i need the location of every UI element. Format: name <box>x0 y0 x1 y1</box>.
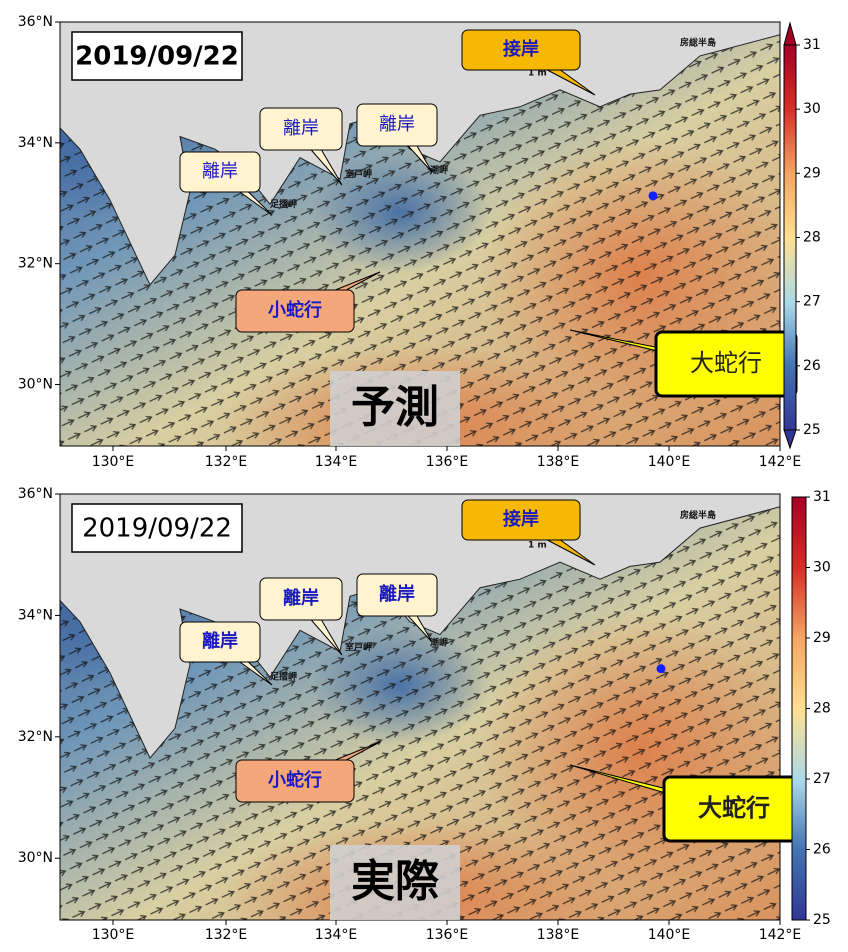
colorbar-extend <box>783 429 797 450</box>
x-tick-label: 132°E <box>205 454 248 470</box>
colorbar-tick-label: 26 <box>803 358 821 374</box>
map-panel: 足摺岬 室戸岬 潮岬 房総半島 1 m 36°N 34°N 32°N 30°N 130°E 132°… <box>18 486 831 943</box>
place-name: 足摺岬 <box>270 671 297 683</box>
callout-text: 小蛇行 <box>268 299 322 321</box>
colorbar-tick-label: 28 <box>813 701 831 717</box>
callout-text: 離岸 <box>379 114 415 135</box>
y-tick-label: 32°N <box>18 729 53 745</box>
colorbar-tick-label: 27 <box>803 294 821 310</box>
callout-box <box>179 151 261 193</box>
x-tick-label: 130°E <box>92 927 135 943</box>
date-box <box>71 503 243 553</box>
y-tick-label: 32°N <box>18 256 53 272</box>
place-name: 室戸岬 <box>345 641 372 653</box>
panel-label-box <box>330 845 460 920</box>
station-dot <box>648 191 658 201</box>
callout-box <box>356 573 438 617</box>
map-panel: 足摺岬 室戸岬 潮岬 房総半島 1 m 36°N 34°N 32°N 30°N 130°E 132°… <box>18 14 821 470</box>
place-name: 潮岬 <box>430 164 448 176</box>
x-tick-label: 130°E <box>92 454 135 470</box>
x-tick-label: 134°E <box>315 454 358 470</box>
callout-text: 離岸 <box>283 587 319 609</box>
land <box>60 22 780 286</box>
callout-text: 離岸 <box>379 583 415 605</box>
colorbar-tick-label: 26 <box>813 842 831 858</box>
x-tick-label: 136°E <box>426 454 469 470</box>
callout-box <box>235 289 355 333</box>
callout-text: 接岸 <box>503 508 539 530</box>
x-tick-label: 134°E <box>315 927 358 943</box>
station-dot <box>656 664 666 674</box>
callout-box <box>259 107 343 151</box>
x-tick-label: 138°E <box>537 927 580 943</box>
y-tick-label: 36°N <box>18 486 53 502</box>
colorbar-tick-label: 27 <box>813 771 831 787</box>
colorbar-tick-label: 31 <box>803 37 821 53</box>
callout-text: 離岸 <box>202 630 238 652</box>
y-tick-label: 34°N <box>18 135 53 151</box>
y-tick-label: 34°N <box>18 607 53 623</box>
colorbar <box>791 496 807 921</box>
colorbar-tick-label: 25 <box>803 422 821 438</box>
callout-text: 接岸 <box>503 38 539 60</box>
y-tick-label: 36°N <box>18 14 53 30</box>
place-name: 房総半島 <box>680 37 716 49</box>
place-name: 足摺岬 <box>270 198 297 210</box>
colorbar-tick-label: 29 <box>803 165 821 181</box>
x-tick-label: 140°E <box>648 927 691 943</box>
x-tick-label: 142°E <box>759 927 802 943</box>
date: 2019/09/22 <box>82 514 232 544</box>
x-tick-label: 136°E <box>426 927 469 943</box>
place-name: 潮岬 <box>430 637 448 649</box>
x-tick-label: 140°E <box>648 454 691 470</box>
date-box <box>71 31 243 81</box>
colorbar-tick-label: 28 <box>803 230 821 246</box>
colorbar-extend <box>783 21 797 46</box>
x-tick-label: 138°E <box>537 454 580 470</box>
y-tick-label: 30°N <box>18 377 53 393</box>
date: 2019/09/22 <box>75 42 239 72</box>
callout-text: 離岸 <box>283 118 319 139</box>
place-name: 室戸岬 <box>345 168 372 180</box>
panel-label: 予測 <box>351 382 439 433</box>
colorbar-tick-label: 30 <box>803 101 821 117</box>
callout-box <box>259 577 343 621</box>
place-name: 1 m <box>528 68 547 78</box>
callout-text: 大蛇行 <box>698 794 770 822</box>
colorbar-tick-label: 29 <box>813 630 831 646</box>
panel-label: 実際 <box>351 856 439 907</box>
colorbar-tick-label: 31 <box>813 489 831 505</box>
callout-text: 離岸 <box>202 161 238 182</box>
panel-label-box <box>330 371 460 446</box>
colorbar-tick-label: 30 <box>813 560 831 576</box>
colorbar <box>783 44 797 431</box>
x-tick-label: 142°E <box>759 454 802 470</box>
callout-box <box>356 103 438 147</box>
callout-box <box>235 759 355 803</box>
place-name: 1 m <box>528 541 547 551</box>
callout-box <box>461 499 581 541</box>
y-tick-label: 30°N <box>18 850 53 866</box>
place-name: 房総半島 <box>680 509 716 521</box>
callout-text: 大蛇行 <box>690 349 762 377</box>
colorbar-tick-label: 25 <box>813 912 831 928</box>
callout-text: 小蛇行 <box>268 769 322 791</box>
callout-box <box>461 29 581 71</box>
callout-box <box>179 621 261 663</box>
x-tick-label: 132°E <box>205 927 248 943</box>
